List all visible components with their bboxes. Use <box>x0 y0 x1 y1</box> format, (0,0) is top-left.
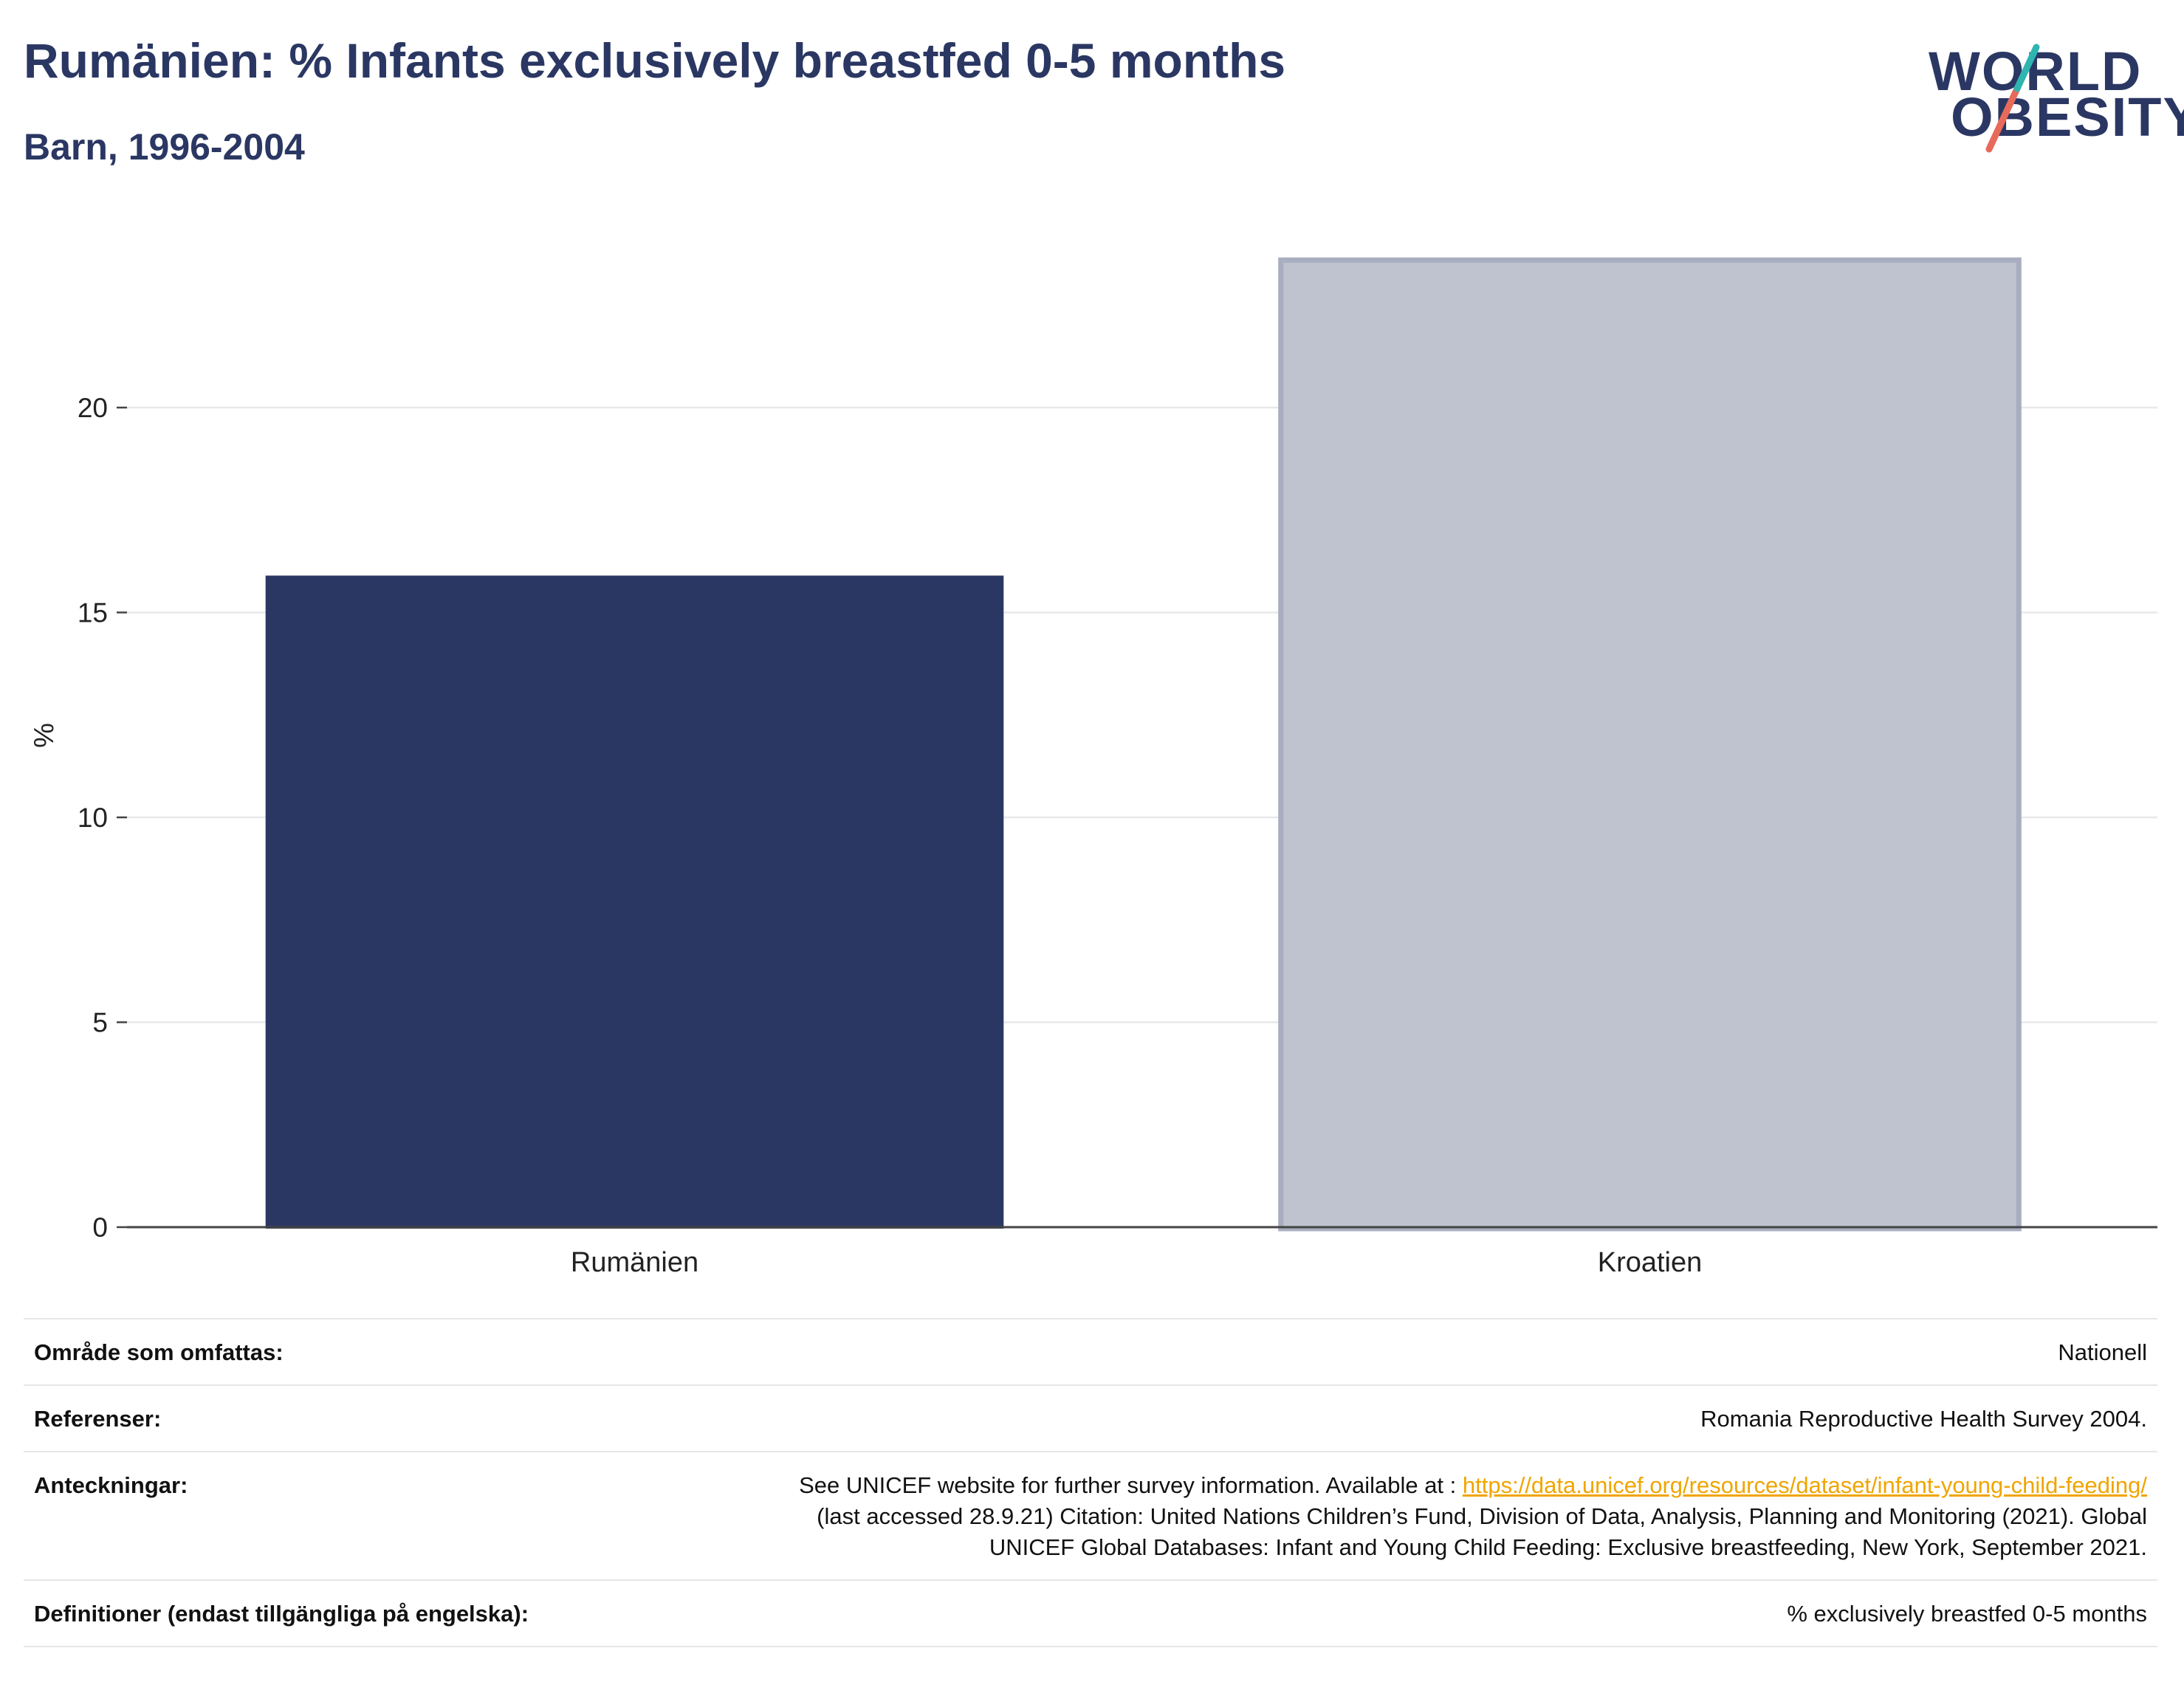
unicef-link[interactable]: https://data.unicef.org/resources/datase… <box>1462 1472 2147 1498</box>
x-tick-label: Kroatien <box>1598 1247 1703 1278</box>
logo-slash-teal <box>2013 44 2040 92</box>
notes-label: Anteckningar: <box>34 1472 188 1498</box>
definitions-label: Definitioner (endast tillgängliga på eng… <box>34 1601 529 1627</box>
x-tick-label: Rumänien <box>571 1247 698 1278</box>
references-value: Romania Reproductive Health Survey 2004. <box>1700 1406 2147 1432</box>
y-tick-label: 20 <box>78 393 108 423</box>
y-tick-label: 10 <box>78 803 108 833</box>
references-label: Referenser: <box>34 1406 162 1432</box>
notes-prefix: See UNICEF website for further survey in… <box>799 1472 1463 1498</box>
logo-text-obesity: OBESITY <box>1951 86 2184 148</box>
y-tick-label: 5 <box>92 1008 108 1038</box>
notes-line-1: See UNICEF website for further survey in… <box>799 1470 2147 1501</box>
meta-row-notes: Anteckningar: See UNICEF website for fur… <box>24 1451 2157 1579</box>
bars <box>265 257 2022 1232</box>
y-tick-label: 0 <box>92 1212 108 1243</box>
y-tick-label: 15 <box>78 598 108 628</box>
logo-slash-icon <box>1985 44 2040 153</box>
notes-value: See UNICEF website for further survey in… <box>799 1470 2147 1563</box>
meta-row-references: Referenser: Romania Reproductive Health … <box>24 1384 2157 1451</box>
bar-chart: 0 5 10 15 20 Rumänien Kroatien % <box>29 257 2157 1278</box>
meta-row-definitions: Definitioner (endast tillgängliga på eng… <box>24 1579 2157 1647</box>
coverage-value: Nationell <box>2058 1339 2147 1365</box>
chart-subtitle: Barn, 1996-2004 <box>24 126 305 168</box>
notes-line-3: UNICEF Global Databases: Infant and Youn… <box>989 1534 2147 1560</box>
metadata-table: Område som omfattas: Nationell Referense… <box>24 1318 2157 1647</box>
notes-line-2: (last accessed 28.9.21) Citation: United… <box>817 1503 2147 1529</box>
axes: 0 5 10 15 20 Rumänien Kroatien <box>78 393 2157 1278</box>
coverage-label: Område som omfattas: <box>34 1339 284 1365</box>
world-obesity-logo: WORLD OBESITY <box>1929 22 2184 155</box>
logo-slash-red <box>1985 85 2021 153</box>
y-axis-label: % <box>29 723 60 748</box>
bar-kroatien[interactable] <box>1278 257 2022 1232</box>
definitions-value: % exclusively breastfed 0-5 months <box>1787 1601 2147 1627</box>
meta-row-coverage: Område som omfattas: Nationell <box>24 1318 2157 1384</box>
bar-rumänien[interactable] <box>265 575 1004 1229</box>
chart-title: Rumänien: % Infants exclusively breastfe… <box>24 33 1286 88</box>
